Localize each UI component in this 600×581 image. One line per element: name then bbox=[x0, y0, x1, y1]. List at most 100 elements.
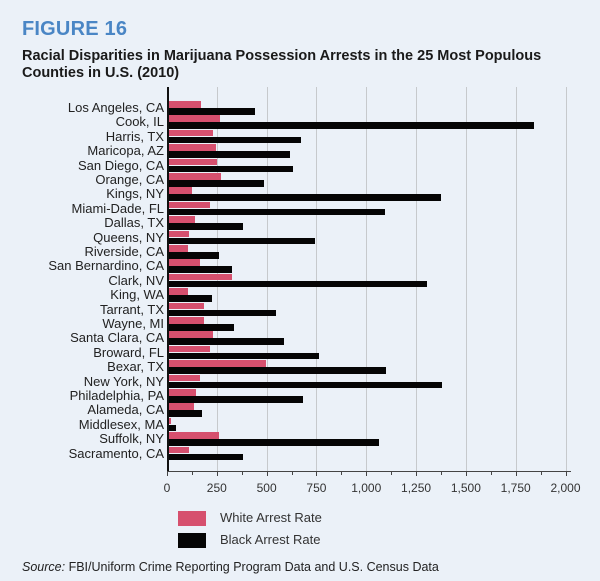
category-label: Clark, NV bbox=[108, 272, 164, 288]
bar-white bbox=[168, 101, 201, 108]
bar-white bbox=[168, 259, 200, 266]
x-tick-label: 0 bbox=[163, 481, 171, 495]
x-axis-line bbox=[167, 470, 571, 472]
gridline bbox=[515, 87, 517, 472]
x-minor-tick bbox=[191, 472, 193, 475]
bar-row bbox=[167, 389, 567, 403]
x-tick bbox=[565, 472, 567, 476]
x-tick-label: 750 bbox=[306, 481, 327, 495]
category-label: San Bernardino, CA bbox=[48, 258, 164, 274]
bar-white bbox=[168, 144, 217, 151]
bar-row bbox=[167, 417, 567, 432]
bar-row bbox=[167, 360, 567, 374]
x-tick bbox=[465, 472, 467, 476]
category-label: Dallas, TX bbox=[104, 215, 164, 231]
bar-white bbox=[168, 446, 189, 454]
bar-black bbox=[168, 381, 442, 389]
bar-row bbox=[167, 129, 567, 144]
x-tick-label: 1,500 bbox=[450, 481, 481, 495]
x-tick-label: 2,000 bbox=[550, 481, 581, 495]
bar-white bbox=[168, 129, 213, 137]
bar-white bbox=[168, 432, 220, 439]
bar-row bbox=[167, 432, 567, 446]
bar-row bbox=[167, 101, 567, 115]
gridline bbox=[366, 87, 368, 472]
category-label: Kings, NY bbox=[106, 186, 164, 202]
bar-black bbox=[168, 338, 284, 345]
bar-white bbox=[168, 374, 200, 382]
x-tick bbox=[167, 472, 168, 476]
bar-black bbox=[168, 295, 213, 302]
category-label: Queens, NY bbox=[93, 229, 164, 245]
x-tick-label: 250 bbox=[206, 481, 227, 495]
category-label: Broward, FL bbox=[93, 344, 164, 360]
category-label: San Diego, CA bbox=[78, 157, 164, 173]
bar-white bbox=[168, 389, 197, 396]
figure-label: FIGURE 16 bbox=[22, 18, 128, 40]
bar-white bbox=[168, 360, 267, 367]
bar-black bbox=[168, 136, 301, 144]
category-label: Riverside, CA bbox=[84, 244, 164, 259]
bar-white bbox=[168, 173, 222, 180]
bar-row bbox=[167, 331, 567, 345]
bar-row bbox=[167, 288, 567, 302]
x-minor-tick bbox=[440, 472, 442, 475]
category-label: King, WA bbox=[110, 287, 164, 303]
chart-title: Racial Disparities in Marijuana Possessi… bbox=[22, 48, 542, 81]
bar-black bbox=[168, 396, 303, 403]
bar-black bbox=[168, 108, 255, 115]
x-minor-tick bbox=[341, 472, 343, 475]
plot-area: 0 250 500 750 1,000 1,250 1,500 1,750 2,000 bbox=[164, 87, 581, 495]
bar-row bbox=[167, 317, 567, 331]
bar-black bbox=[168, 439, 379, 446]
bar-black bbox=[168, 122, 534, 129]
bar-white bbox=[168, 187, 193, 194]
source-prefix: Source: bbox=[22, 560, 66, 574]
bar-row bbox=[167, 273, 567, 288]
bar-row bbox=[167, 173, 567, 187]
bar-black bbox=[168, 180, 265, 187]
bar-black bbox=[168, 352, 319, 360]
bar-white bbox=[168, 317, 204, 324]
category-label: Sacramento, CA bbox=[68, 445, 164, 461]
bar-white bbox=[168, 216, 195, 223]
bar-row bbox=[167, 187, 567, 201]
bar-black bbox=[168, 223, 244, 230]
bar-black bbox=[168, 237, 315, 245]
bar-white bbox=[168, 245, 189, 252]
bar-row bbox=[167, 230, 567, 245]
category-label: Orange, CA bbox=[95, 172, 164, 187]
bar-black bbox=[168, 266, 232, 273]
bar-white bbox=[168, 302, 204, 310]
bar-white bbox=[168, 273, 232, 281]
category-label: Harris, TX bbox=[105, 128, 164, 144]
x-tick bbox=[266, 472, 268, 476]
gridline bbox=[416, 87, 418, 472]
bar-white bbox=[168, 115, 220, 122]
bar-black bbox=[168, 367, 386, 374]
x-tick bbox=[366, 472, 368, 476]
source-text: FBI/Uniform Crime Reporting Program Data… bbox=[65, 560, 439, 574]
x-minor-tick bbox=[540, 472, 542, 475]
bar-row bbox=[167, 446, 567, 461]
bar-black bbox=[168, 208, 385, 216]
bar-black bbox=[168, 424, 176, 432]
bar-row bbox=[167, 345, 567, 360]
category-label: Wayne, MI bbox=[102, 316, 164, 331]
bar-white bbox=[168, 403, 194, 410]
x-minor-tick bbox=[490, 472, 492, 475]
bar-row bbox=[167, 302, 567, 317]
y-axis-line bbox=[167, 87, 169, 472]
category-label: Bexar, TX bbox=[107, 359, 164, 375]
bar-white bbox=[168, 345, 211, 353]
bar-white bbox=[168, 417, 171, 425]
bar-black bbox=[168, 324, 235, 331]
x-tick bbox=[216, 472, 218, 476]
bar-white bbox=[168, 201, 210, 209]
x-tick-label: 1,000 bbox=[351, 481, 382, 495]
bar-row bbox=[167, 115, 567, 129]
bar-black bbox=[168, 151, 291, 158]
bar-white bbox=[168, 288, 188, 295]
x-minor-tick bbox=[241, 472, 243, 475]
bar-black bbox=[168, 165, 293, 173]
